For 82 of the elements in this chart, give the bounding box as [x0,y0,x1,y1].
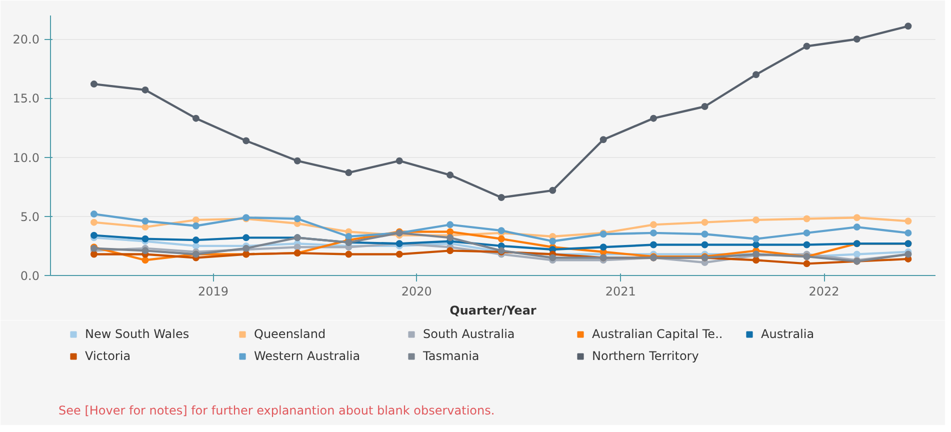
point [192,114,200,122]
point [498,235,505,242]
point [803,229,810,236]
x-axis-title: Quarter/Year [450,304,536,318]
point [446,247,454,254]
point [345,250,352,258]
point [446,234,454,242]
point [90,250,98,258]
point [803,42,810,50]
legend-label: Australia [761,327,816,341]
point [345,169,352,176]
point [498,194,505,201]
legend-label: Tasmania [423,349,480,363]
point [600,136,607,144]
point [853,224,860,231]
point [142,218,149,225]
point [192,236,200,244]
point [752,241,760,248]
point [142,235,149,242]
point [803,215,810,222]
point [600,244,607,251]
point [192,216,200,224]
point [192,222,200,230]
point [752,71,760,78]
x-tick-label: 2022 [808,284,840,298]
point [446,221,454,228]
legend-label: Victoria [85,349,132,363]
point [294,215,301,222]
point [803,260,810,268]
point [650,229,658,236]
y-tick-label: 15.0 [12,92,40,106]
point [853,214,860,222]
point [90,210,98,218]
text: See [Hover for notes] for further explanantion about blank observations. [58,404,495,418]
point [142,86,149,94]
point [142,256,149,264]
point [752,235,760,242]
point [142,247,149,254]
point [294,244,301,251]
point [446,172,454,179]
point [142,224,149,231]
point [701,230,708,238]
point [752,256,760,264]
point [90,232,98,239]
point [90,218,98,226]
point [242,137,250,144]
point [549,254,556,262]
point [549,238,556,245]
point [803,241,810,248]
point [904,22,912,30]
point [701,103,708,110]
point [396,157,403,164]
legend-label: Western Australia [254,349,362,363]
point [701,241,708,248]
point [904,229,912,236]
point [446,228,454,236]
y-tick-label: 0.0 [20,269,40,283]
point [90,80,98,88]
point [752,216,760,224]
point [242,234,250,242]
x-tick-label: 2021 [605,284,636,298]
point [650,241,658,248]
point [396,250,403,258]
legend-label: New South Wales [85,327,190,341]
point [650,221,658,228]
legend-label: Queensland [254,327,327,341]
legend-label: South Australia [423,327,516,341]
point [294,157,301,164]
point [853,36,860,43]
point [549,186,556,194]
y-tick-label: 5.0 [20,210,40,224]
point [853,250,860,258]
legend-label: Australian Capital Te.. [592,327,724,341]
x-tick-label: 2020 [401,284,432,298]
point [345,233,352,240]
point [650,114,658,122]
point [904,218,912,225]
y-tick-label: 10.0 [12,150,40,165]
point [701,218,708,226]
y-tick-label: 20.0 [12,32,40,47]
x-tick-label: 2019 [198,284,229,298]
legend-label: Northern Territory [592,349,700,363]
